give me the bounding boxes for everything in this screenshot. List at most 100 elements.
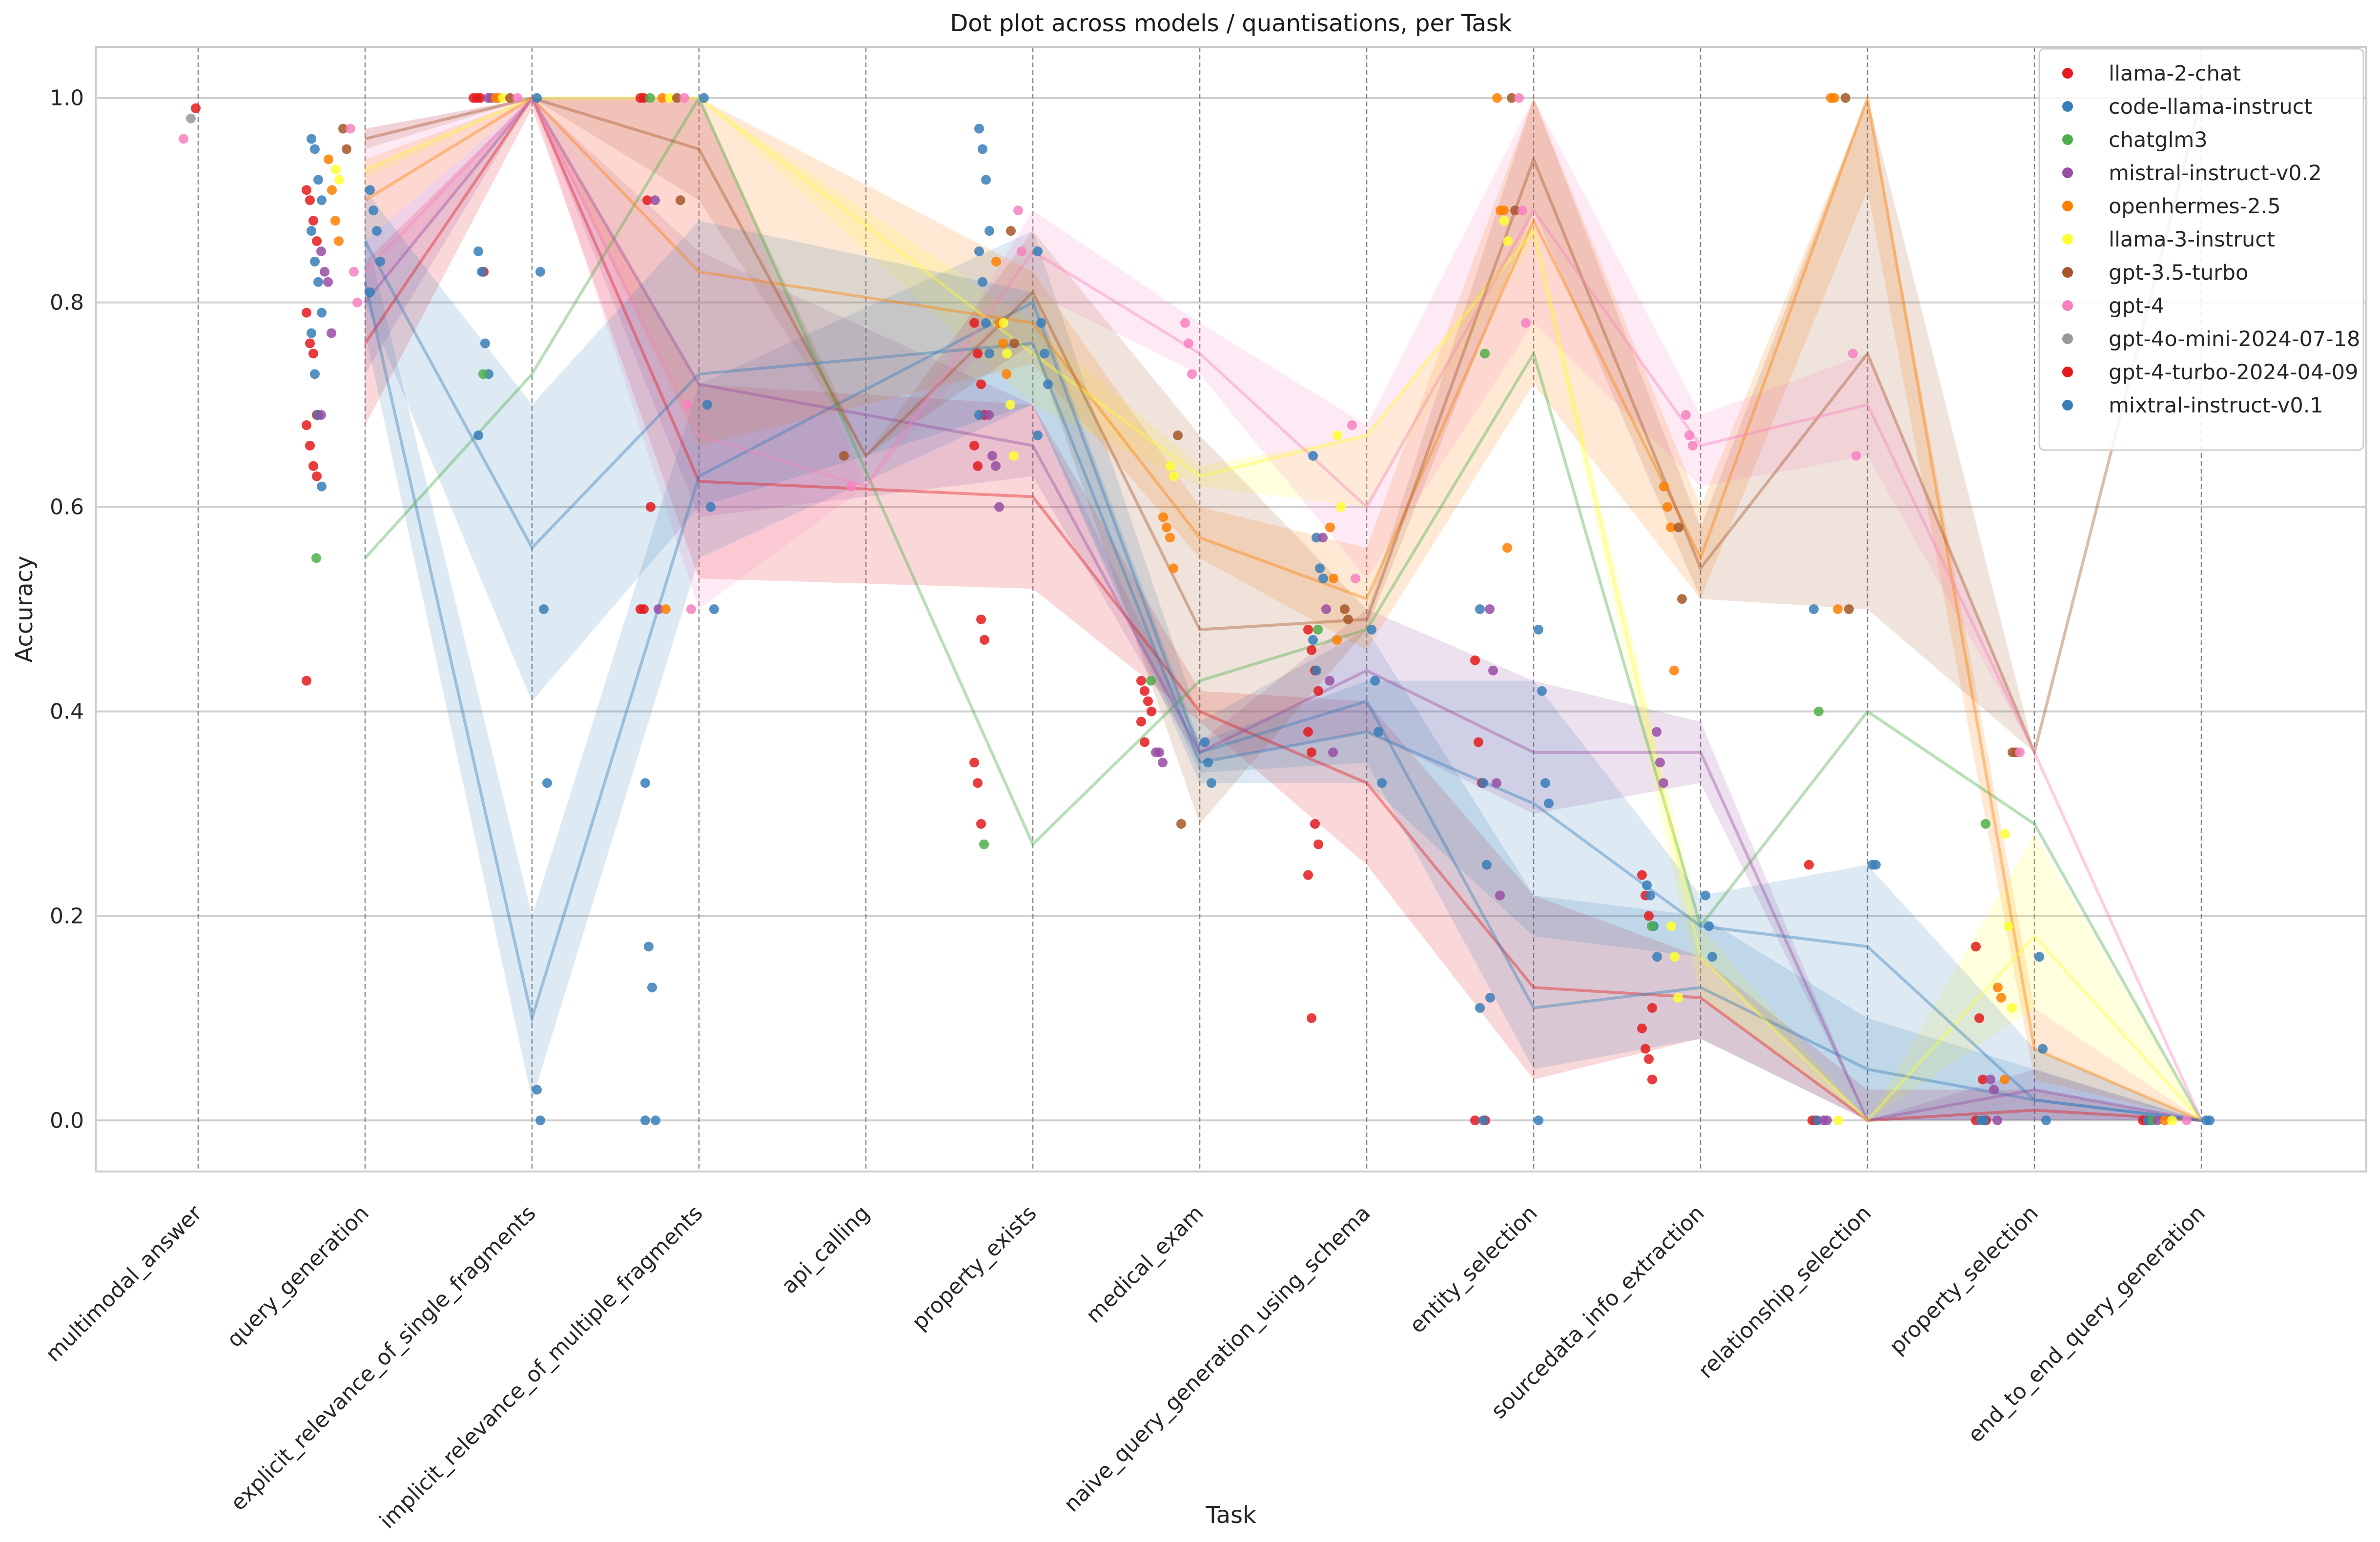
data-point — [1158, 758, 1168, 768]
data-point — [1989, 1085, 1999, 1095]
data-point — [969, 318, 979, 328]
data-point — [310, 144, 320, 154]
legend-label: mistral-instruct-v0.2 — [2109, 161, 2322, 185]
y-tick-label: 1.0 — [50, 86, 84, 111]
legend: llama-2-chat code-llama-instruct chatglm3 m… — [2038, 48, 2364, 451]
data-point — [302, 308, 311, 318]
data-point — [1325, 676, 1334, 686]
y-tick-label: 0.4 — [50, 699, 84, 724]
data-point — [307, 134, 316, 144]
data-point — [646, 502, 656, 512]
y-tick-label: 0.8 — [50, 290, 84, 315]
legend-label: gpt-4o-mini-2024-07-18 — [2109, 327, 2360, 351]
legend-box — [2038, 48, 2364, 451]
data-point — [305, 440, 315, 451]
data-point — [2205, 1115, 2215, 1126]
data-point — [1347, 420, 1357, 430]
data-point — [651, 1115, 660, 1126]
data-point — [320, 267, 329, 277]
data-point — [338, 123, 348, 134]
data-point — [1704, 921, 1714, 931]
data-point — [1655, 758, 1665, 768]
data-point — [650, 195, 660, 206]
data-point — [369, 206, 378, 216]
data-point — [699, 93, 709, 103]
data-point — [1180, 318, 1190, 328]
data-point — [639, 604, 649, 614]
data-point — [1681, 410, 1691, 420]
data-point — [1006, 226, 1016, 236]
data-point — [1308, 635, 1318, 645]
data-point — [1521, 318, 1531, 328]
legend-marker — [2062, 333, 2073, 344]
data-point — [1674, 522, 1683, 533]
legend-label: mixtral-instruct-v0.1 — [2109, 393, 2323, 418]
mean-line — [364, 282, 2202, 1122]
data-point — [1143, 696, 1153, 706]
data-point — [1647, 1003, 1657, 1013]
data-point — [1002, 349, 1012, 359]
data-point — [1140, 737, 1149, 747]
confidence-band — [365, 190, 2201, 1121]
data-point — [2015, 747, 2025, 758]
confidence-band — [365, 98, 2201, 1121]
data-point — [1374, 727, 1383, 737]
data-point — [1537, 686, 1547, 696]
data-point — [349, 267, 359, 277]
data-point — [976, 379, 986, 390]
data-point — [640, 778, 650, 788]
data-point — [1009, 451, 1019, 461]
data-point — [542, 778, 552, 788]
data-point — [1478, 778, 1488, 788]
confidence-band — [365, 98, 2201, 1121]
data-point — [706, 502, 716, 512]
data-point — [1495, 890, 1505, 901]
data-point — [1312, 665, 1321, 676]
data-point — [1176, 819, 1186, 829]
data-point — [1165, 533, 1175, 543]
data-point — [1666, 921, 1676, 931]
data-point — [323, 277, 333, 287]
data-point — [1313, 624, 1323, 635]
legend-marker — [2062, 367, 2073, 377]
data-point — [978, 277, 987, 287]
data-point — [984, 410, 994, 420]
data-point — [532, 1085, 542, 1095]
data-point — [1478, 1115, 1488, 1126]
data-point — [998, 338, 1008, 349]
data-point — [302, 420, 311, 430]
data-point — [974, 123, 984, 134]
data-point — [985, 349, 994, 359]
grid — [96, 97, 2366, 1122]
data-point — [973, 461, 983, 471]
data-point — [676, 195, 685, 206]
legend-label: gpt-3.5-turbo — [2109, 261, 2248, 285]
data-point — [976, 614, 986, 624]
data-point — [1017, 246, 1026, 256]
mean-line — [365, 96, 2203, 757]
data-point — [846, 481, 856, 492]
data-point — [979, 839, 989, 849]
data-point — [654, 604, 663, 614]
data-point — [1979, 1115, 1989, 1126]
x-axis-label: Task — [1205, 1501, 1256, 1529]
data-point — [186, 113, 196, 123]
mean-line — [364, 95, 2202, 1122]
legend-marker — [2062, 167, 2073, 178]
data-point — [1162, 522, 1171, 533]
data-point — [513, 93, 522, 103]
data-points — [179, 93, 2215, 1126]
data-point — [1844, 604, 1854, 614]
data-point — [1822, 1115, 1832, 1126]
data-point — [686, 604, 696, 614]
legend-label: chatglm3 — [2109, 128, 2208, 152]
data-point — [1146, 676, 1156, 686]
data-point — [665, 93, 675, 103]
data-point — [1169, 471, 1179, 481]
data-point — [969, 758, 979, 768]
data-point — [661, 604, 671, 614]
chart-title: Dot plot across models / quantisations, … — [950, 10, 1512, 37]
legend-marker — [2062, 134, 2073, 145]
data-point — [2038, 1044, 2048, 1054]
data-point — [1502, 543, 1512, 553]
